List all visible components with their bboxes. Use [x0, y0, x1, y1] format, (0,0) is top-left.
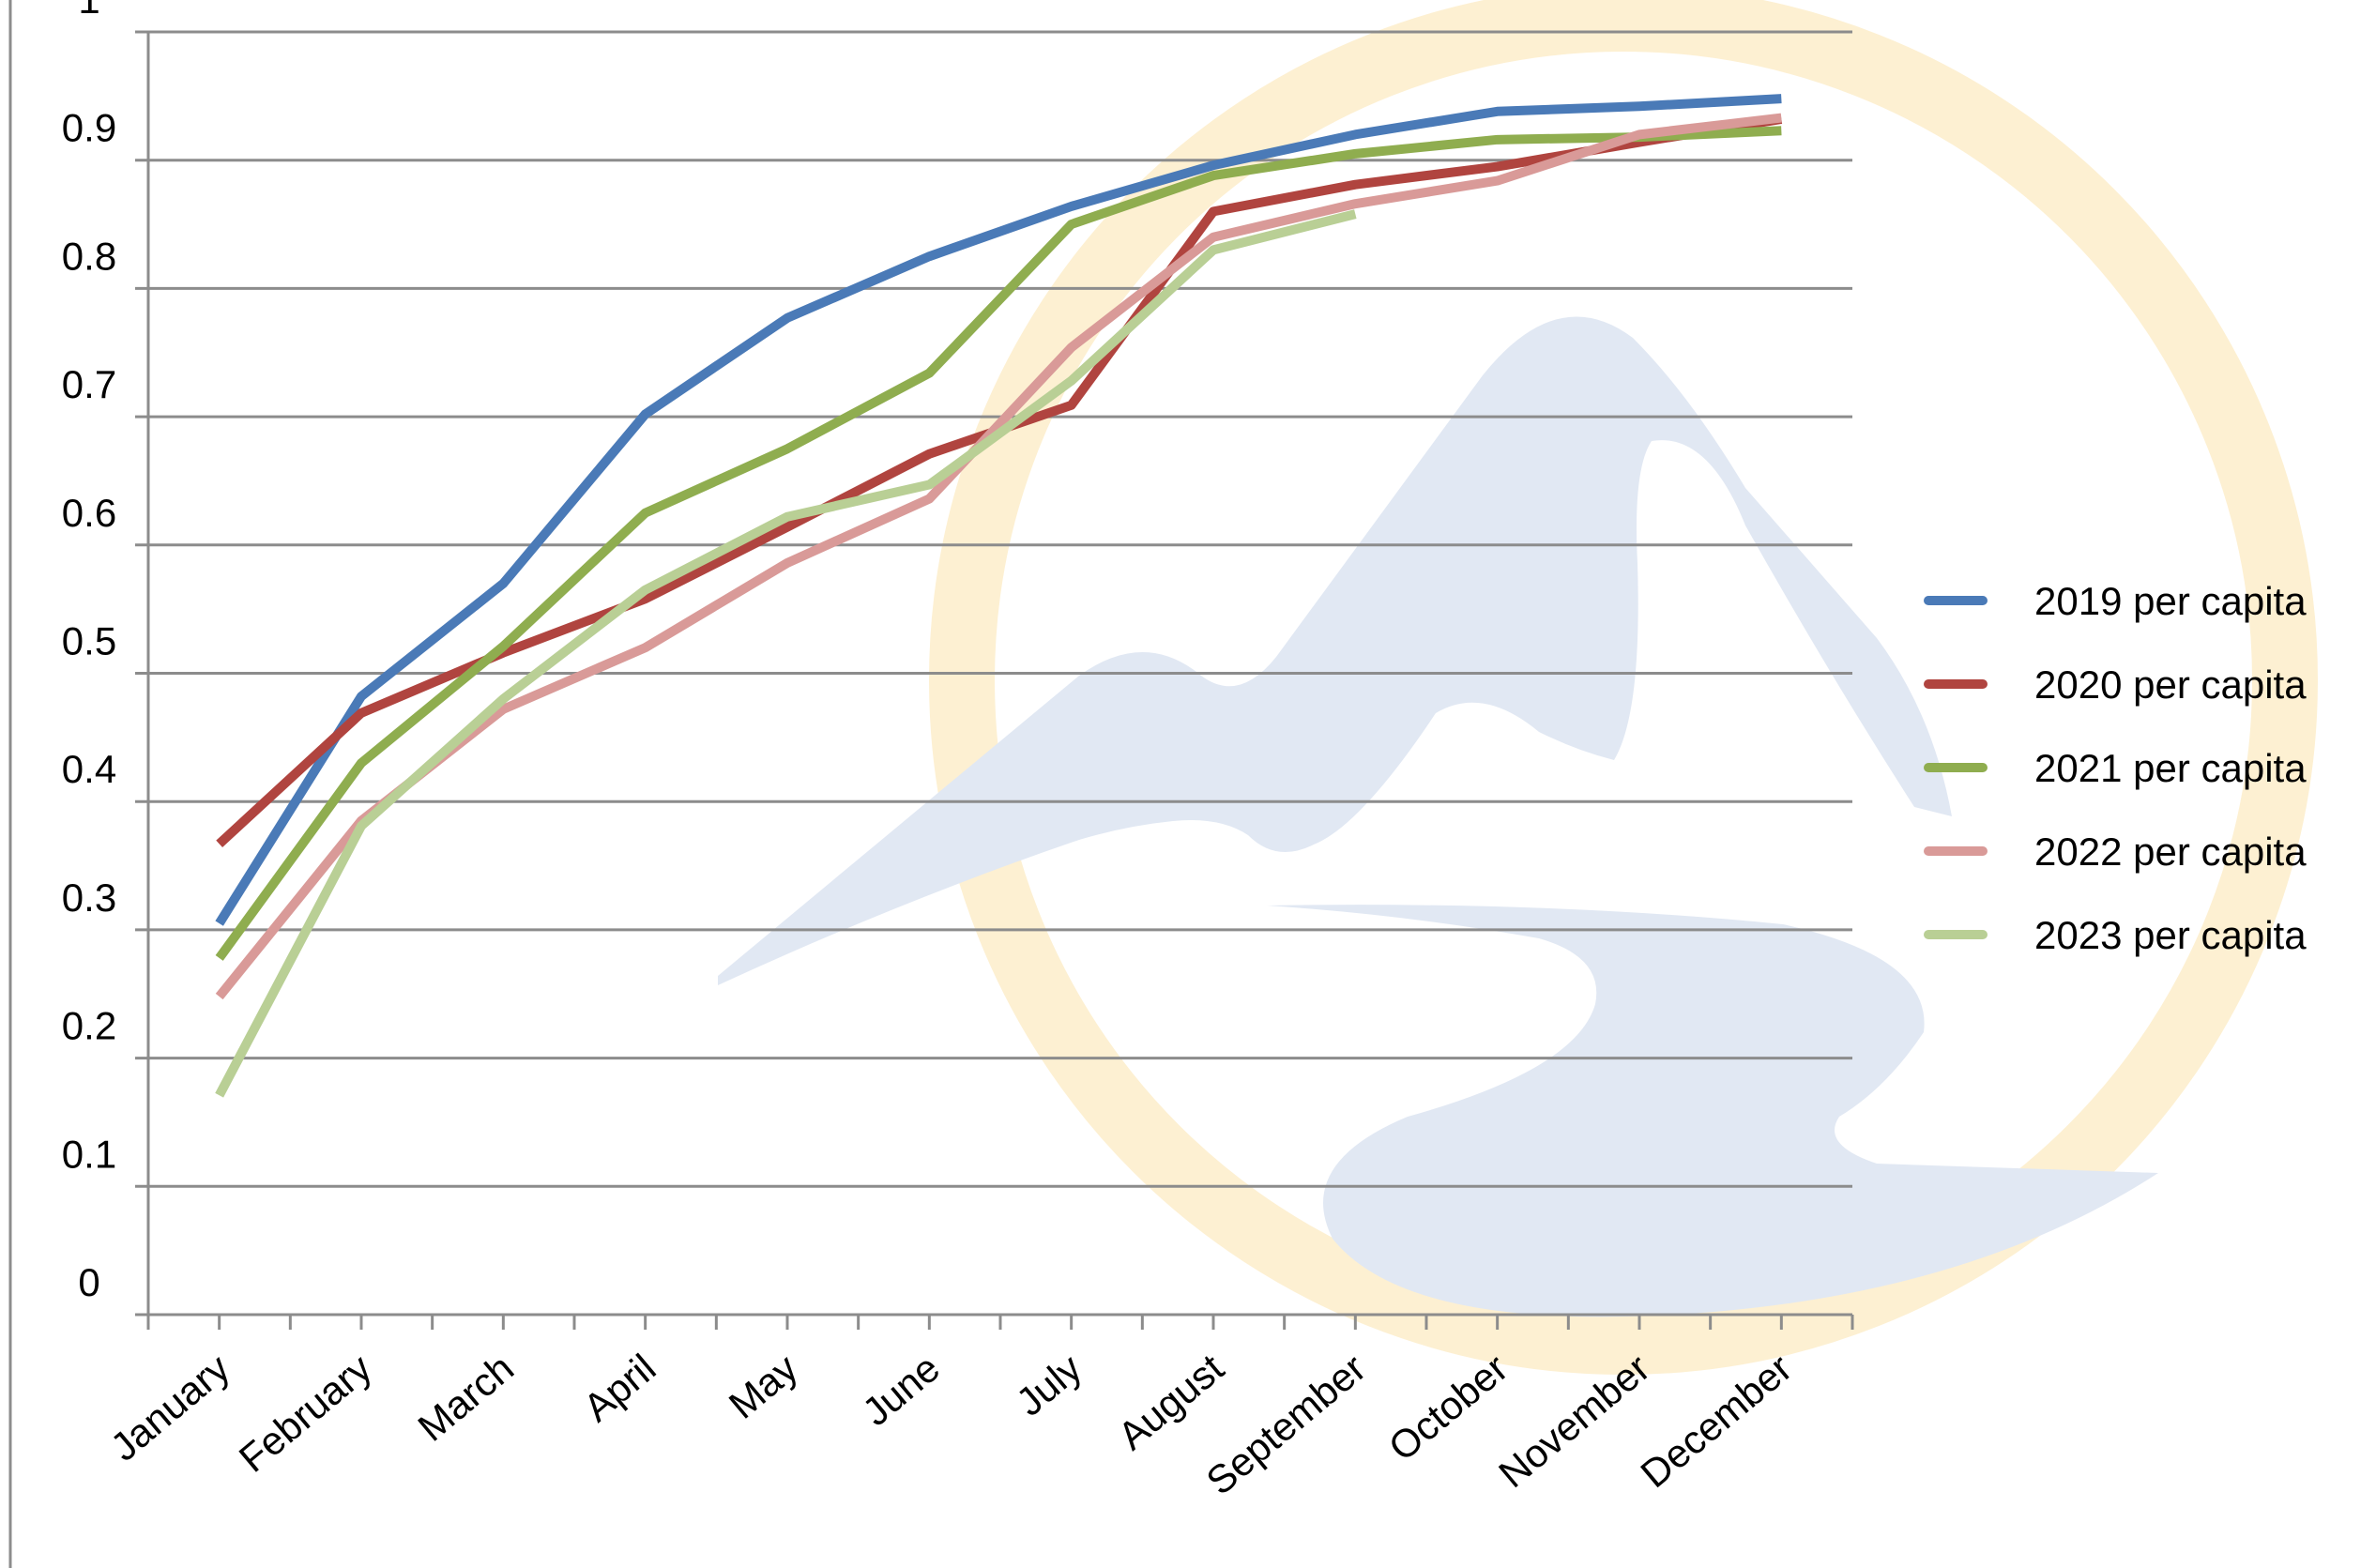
legend-label: 2023 per capita: [2034, 913, 2307, 957]
series-line: [215, 94, 1782, 926]
y-tick-label: 0.4: [62, 747, 116, 791]
x-tick-label: March: [410, 1346, 523, 1450]
y-tick-label: 0.8: [62, 234, 116, 278]
x-tick-label: October: [1380, 1346, 1516, 1469]
y-tick-label: 0.9: [62, 106, 116, 150]
y-tick-label: 0.2: [62, 1004, 116, 1048]
y-tick-label: 0.1: [62, 1132, 116, 1176]
x-tick-label: June: [854, 1346, 948, 1435]
legend-label: 2022 per capita: [2034, 830, 2307, 874]
y-axis: 0 0.1 0.2 0.3 0.4 0.5 0.6 0.7 0.8 0.9 1: [62, 0, 150, 1315]
x-tick-label: April: [575, 1346, 664, 1430]
legend: 2019 per capita 2020 per capita 2021 per c…: [1924, 579, 2307, 957]
x-tick-label: February: [231, 1346, 380, 1481]
y-tick-label: 0.5: [62, 619, 116, 663]
y-tick-label: 0.7: [62, 362, 116, 406]
x-tick-label: July: [1008, 1346, 1089, 1424]
y-tick-label: 0.6: [62, 491, 116, 535]
watermark-mountain: [718, 316, 2158, 1317]
watermark-logo: [718, 0, 2318, 1375]
series-line: [215, 113, 1782, 1000]
y-tick-label: 0.3: [62, 875, 116, 920]
x-tick-label: January: [102, 1346, 238, 1469]
watermark-ring: [929, 0, 2318, 1375]
legend-label: 2021 per capita: [2034, 746, 2307, 790]
x-tick-label: May: [721, 1346, 806, 1427]
legend-label: 2019 per capita: [2034, 579, 2307, 623]
legend-label: 2020 per capita: [2034, 662, 2307, 707]
x-tick-label: August: [1109, 1346, 1232, 1458]
y-tick-label: 0: [78, 1260, 99, 1304]
x-tick-label: September: [1198, 1346, 1375, 1503]
series-lines: [215, 94, 1783, 1098]
y-tick-label: 1: [78, 0, 99, 22]
series-line: [215, 126, 1782, 961]
series-line: [215, 209, 1357, 1098]
